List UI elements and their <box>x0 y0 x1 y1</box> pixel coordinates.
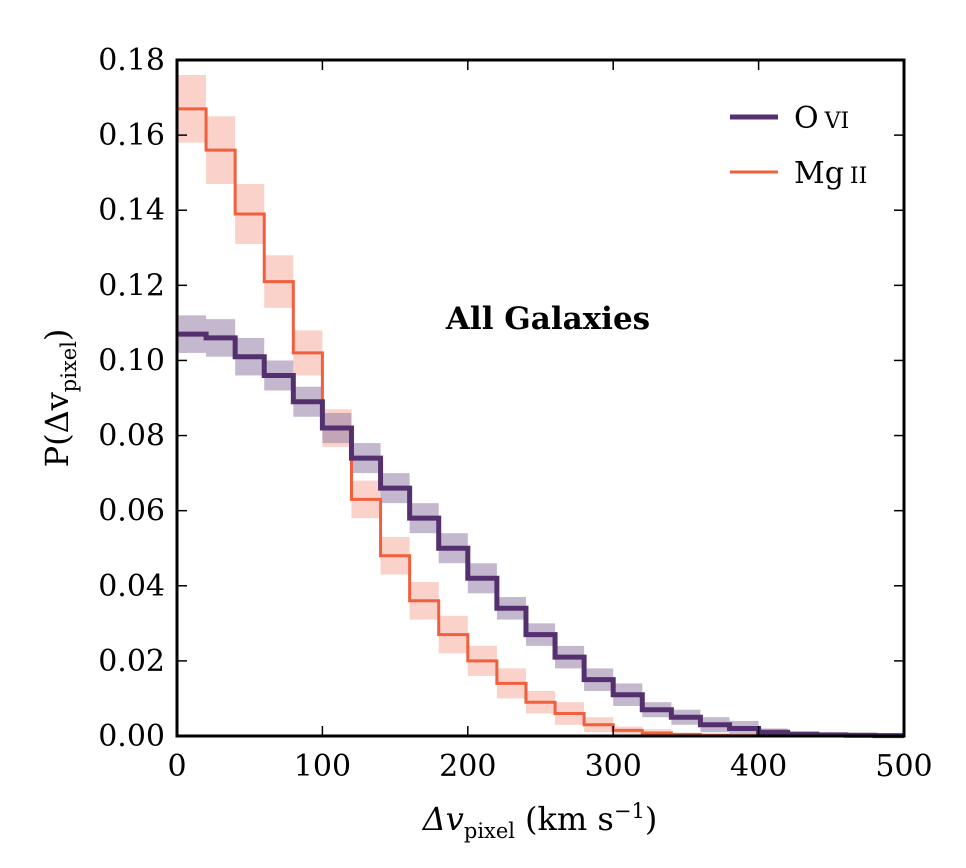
x-tick-labels: 0 100 200 300 400 500 <box>167 749 932 784</box>
plot-frame <box>175 58 906 738</box>
axis-ticks <box>176 59 905 737</box>
y-tick-label: 0.10 <box>98 343 165 378</box>
y-tick-label: 0.16 <box>98 118 165 153</box>
legend-label-ovi: O VI <box>794 101 849 136</box>
legend: O VI Mg II <box>730 101 867 191</box>
x-tick-label: 100 <box>294 749 351 784</box>
legend-label-mgii: Mg II <box>794 156 867 191</box>
x-tick-label: 500 <box>875 749 932 784</box>
y-tick-label: 0.12 <box>98 268 165 303</box>
y-tick-label: 0.14 <box>98 193 165 228</box>
annotation: All Galaxies <box>445 301 650 337</box>
y-tick-label: 0.08 <box>98 419 165 454</box>
y-tick-label: 0.02 <box>98 644 165 679</box>
y-tick-label: 0.04 <box>98 569 165 604</box>
x-axis-title: Δvpixel (km s−1) <box>421 799 658 843</box>
y-tick-label: 0.18 <box>98 43 165 78</box>
y-tick-label: 0.06 <box>98 494 165 529</box>
y-tick-label: 0.00 <box>98 719 165 754</box>
x-tick-label: 400 <box>730 749 787 784</box>
x-tick-label: 200 <box>439 749 496 784</box>
x-tick-label: 0 <box>167 749 186 784</box>
series-line-ovi <box>177 331 904 739</box>
y-axis-title: P(Δvpixel) <box>38 329 81 468</box>
y-tick-labels: 0.00 0.02 0.04 0.06 0.08 0.10 0.12 0.14 0.16 0.18 <box>98 43 165 754</box>
x-tick-label: 300 <box>585 749 642 784</box>
